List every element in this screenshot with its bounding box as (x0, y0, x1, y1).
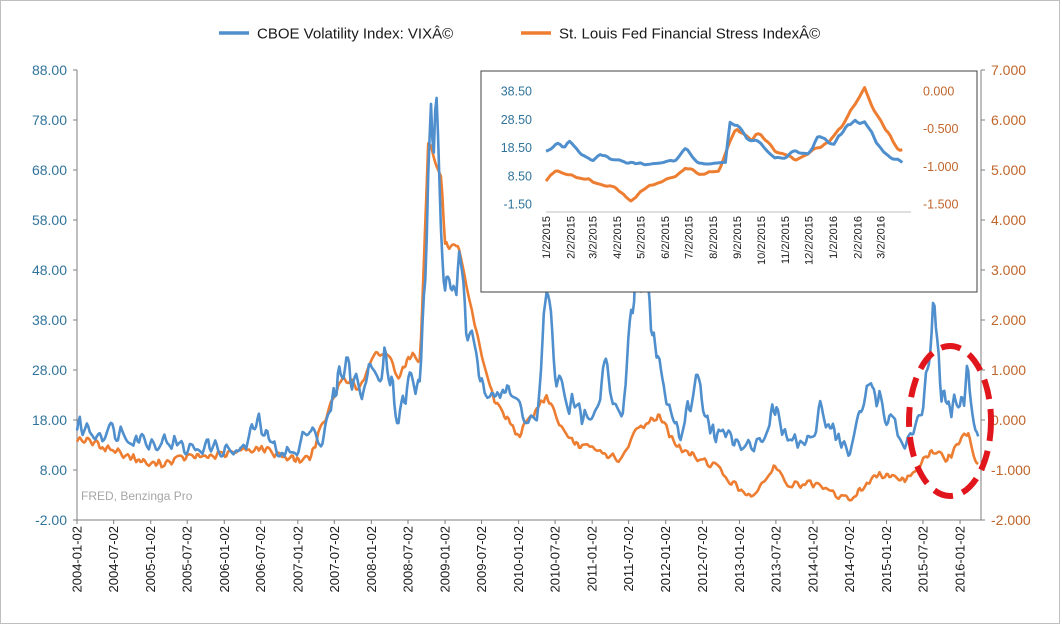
legend-label: CBOE Volatility Index: VIXÂ© (257, 26, 453, 43)
y-right-tick-label: 1.000 (991, 362, 1026, 378)
y-left-tick-label: 18.00 (32, 412, 67, 428)
x-tick-label: 2016-01-02 (953, 526, 968, 593)
inset-x-tick-label: 8/2/2015 (708, 216, 720, 259)
inset-x-tick-label: 11/2/2015 (780, 216, 792, 264)
x-tick-label: 2012-01-02 (658, 526, 673, 593)
y-right-tick-label: 5.000 (991, 162, 1026, 178)
x-tick-label: 2007-01-02 (290, 526, 305, 593)
x-tick-label: 2014-07-02 (842, 526, 857, 593)
inset-x-tick-label: 5/2/2015 (635, 216, 647, 259)
x-tick-label: 2008-01-02 (364, 526, 379, 593)
x-tick-label: 2011-01-02 (585, 526, 600, 592)
y-left-tick-label: 48.00 (32, 262, 67, 278)
inset-y-right-tick-label: 0.000 (923, 85, 954, 99)
legend: CBOE Volatility Index: VIXÂ© St. Louis Fe… (219, 26, 820, 43)
inset-x-tick-label: 3/2/2015 (587, 216, 599, 259)
main-plot: 88.00 78.00 68.00 58.00 48.00 38.00 28.00 18.00… (32, 62, 1031, 593)
x-tick-label: 2013-07-02 (768, 526, 783, 593)
x-tick-label: 2011-07-02 (621, 526, 636, 592)
inset-x-tick-label: 7/2/2015 (683, 216, 695, 259)
y-right-tick-label: 0.000 (991, 412, 1026, 428)
inset-x-tick-label: 2/2/2016 (853, 216, 865, 259)
legend-label: St. Louis Fed Financial Stress IndexÂ© (559, 26, 820, 43)
y-left-tick-label: 28.00 (32, 362, 67, 378)
x-tick-label: 2007-07-02 (327, 526, 342, 593)
x-tick-label: 2012-07-02 (695, 526, 710, 593)
inset-x-tick-label: 4/2/2015 (612, 216, 624, 259)
inset-y-right-tick-label: -0.500 (923, 122, 958, 136)
x-tick-label: 2005-07-02 (180, 526, 195, 593)
y-left-tick-label: 8.00 (40, 462, 67, 478)
y-left-tick-label: 68.00 (32, 162, 67, 178)
series-line-vix (75, 96, 980, 458)
x-tick-label: 2010-01-02 (511, 526, 526, 593)
y-left-tick-label: 88.00 (32, 62, 67, 78)
y-right-tick-label: -2.000 (991, 512, 1031, 528)
y-right-tick-label: 2.000 (991, 312, 1026, 328)
x-tick-label: 2015-07-02 (915, 526, 930, 593)
y-left-tick-label: 58.00 (32, 212, 67, 228)
x-tick-label: 2004-01-02 (70, 526, 85, 593)
inset-x-tick-label: 12/2/2015 (804, 216, 816, 265)
x-tick-label: 2013-01-02 (732, 526, 747, 593)
x-tick-label: 2006-07-02 (253, 526, 268, 593)
inset-x-tick-label: 9/2/2015 (732, 216, 744, 259)
legend-item-stress-index: St. Louis Fed Financial Stress IndexÂ© (521, 26, 820, 43)
inset-y-left-tick-label: 38.50 (501, 85, 532, 99)
inset-y-left-tick-label: -1.50 (504, 198, 533, 212)
inset-y-left-tick-label: 28.50 (501, 113, 532, 127)
x-tick-label: 2009-07-02 (474, 526, 489, 593)
x-tick-label: 2009-01-02 (438, 526, 453, 593)
y-left-tick-label: 78.00 (32, 112, 67, 128)
inset-y-right-tick-label: -1.500 (923, 198, 958, 212)
inset-box (480, 70, 978, 293)
inset-x-tick-label: 10/2/2015 (756, 216, 768, 265)
inset-x-tick-label: 6/2/2015 (660, 216, 672, 259)
main-series-lines (75, 96, 980, 502)
legend-item-vix: CBOE Volatility Index: VIXÂ© (219, 26, 453, 43)
inset-y-right-tick-label: -1.000 (923, 160, 958, 174)
x-tick-label: 2010-07-02 (548, 526, 563, 593)
inset-y-left-tick-label: 18.50 (501, 141, 532, 155)
highlight-ellipse (906, 343, 994, 499)
inset-x-tick-label: 3/2/2016 (875, 216, 887, 259)
y-right-tick-label: 4.000 (991, 212, 1026, 228)
x-tick-label: 2005-01-02 (143, 526, 158, 593)
inset-x-tick-label: 2/2/2015 (565, 216, 577, 259)
inset-chart: 38.50 28.50 18.50 8.50 -1.50 0.000 -0.500 -1.00… (480, 70, 978, 293)
x-tick-label: 2008-07-02 (401, 526, 416, 593)
inset-x-tick-label: 1/2/2016 (828, 216, 840, 259)
y-left-tick-label: 38.00 (32, 312, 67, 328)
x-tick-label: 2006-01-02 (217, 526, 232, 593)
y-right-tick-label: 7.000 (991, 62, 1026, 78)
inset-series-line-vix (545, 118, 904, 167)
x-tick-label: 2014-01-02 (805, 526, 820, 593)
series-line-stress-index (75, 142, 979, 502)
y-right-tick-label: 3.000 (991, 262, 1026, 278)
x-tick-label: 2004-07-02 (106, 526, 121, 593)
inset-x-tick-label: 1/2/2015 (541, 216, 553, 259)
y-left-tick-label: -2.00 (35, 512, 67, 528)
x-tick-label: 2015-01-02 (879, 526, 894, 593)
inset-y-left-tick-label: 8.50 (508, 169, 532, 183)
source-annotation: FRED, Benzinga Pro (81, 489, 193, 503)
inset-series-line-stress-index (544, 86, 903, 203)
y-right-tick-label: -1.000 (991, 462, 1031, 478)
y-right-tick-label: 6.000 (991, 112, 1026, 128)
